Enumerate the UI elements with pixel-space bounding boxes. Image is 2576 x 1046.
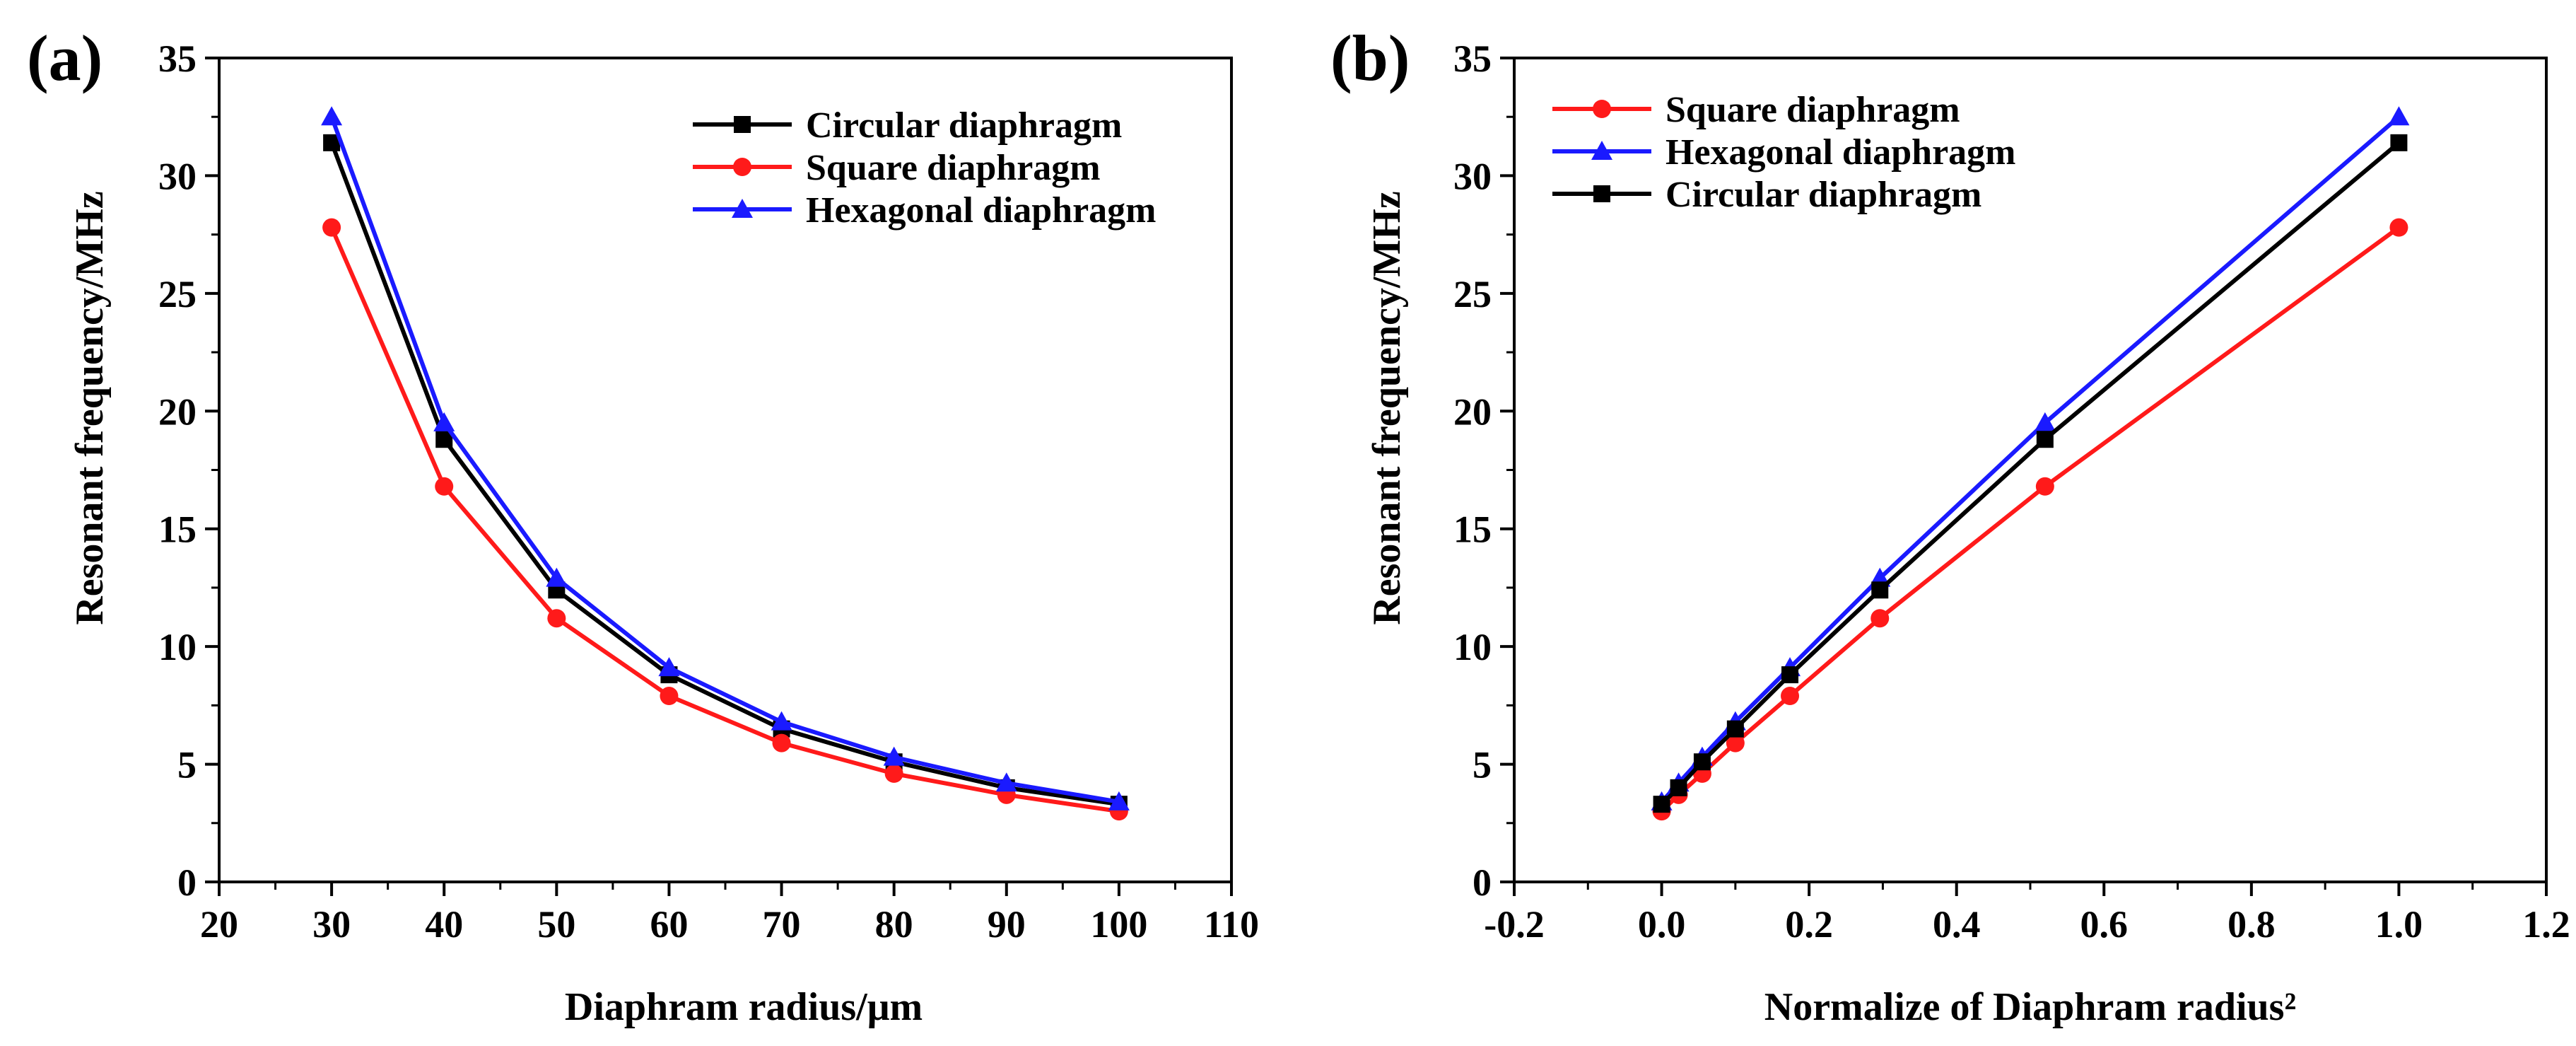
- legend-marker-square-diaphragm: [733, 158, 751, 176]
- data-point-hexagonal-diaphragm: [546, 567, 568, 587]
- x-tick-label: 0.4: [1933, 903, 1981, 946]
- y-tick-label: 30: [1453, 155, 1492, 197]
- y-tick-label: 5: [177, 744, 197, 786]
- legend-label-hexagonal-diaphragm: Hexagonal diaphragm: [1665, 132, 2016, 173]
- legend-label-circular-diaphragm: Circular diaphragm: [806, 105, 1122, 146]
- x-tick-label: 0.8: [2227, 903, 2276, 946]
- series-line-hexagonal-diaphragm: [329, 116, 1120, 804]
- x-tick-label: 0.6: [2080, 903, 2129, 946]
- data-point-square-diaphragm: [1870, 609, 1890, 628]
- x-tick-label: 0.2: [1785, 903, 1833, 946]
- data-point-circular-diaphragm: [1653, 796, 1670, 813]
- data-point-square-diaphragm: [1781, 687, 1800, 706]
- y-tick-label: 20: [158, 390, 197, 433]
- y-tick-label: 35: [1453, 37, 1492, 80]
- x-tick-label: 50: [537, 903, 575, 946]
- data-point-circular-diaphragm: [1693, 753, 1711, 771]
- x-tick-label: 30: [312, 903, 351, 946]
- legend-marker-square-diaphragm: [1593, 100, 1611, 118]
- y-axis-label-b: Resonant frequency/MHz: [1365, 191, 1409, 624]
- data-point-square-diaphragm: [1726, 733, 1745, 752]
- x-tick-label: 80: [875, 903, 913, 946]
- y-tick-label: 5: [1473, 744, 1492, 786]
- legend-marker-circular-diaphragm: [734, 116, 751, 133]
- y-axis-label-a: Resonant frequency/MHz: [68, 191, 112, 624]
- data-point-hexagonal-diaphragm: [658, 657, 680, 677]
- chart-panel-a: (a) Diaphram radius/μm Resonant frequenc…: [27, 22, 1259, 1029]
- y-tick-label: 25: [1453, 273, 1492, 315]
- y-tick-label: 0: [1473, 861, 1492, 904]
- data-point-hexagonal-diaphragm: [995, 772, 1017, 792]
- legend-label-square-diaphragm: Square diaphragm: [1665, 90, 1960, 130]
- data-point-square-diaphragm: [2389, 218, 2408, 237]
- x-tick-label: 90: [988, 903, 1026, 946]
- data-point-hexagonal-diaphragm: [433, 412, 455, 431]
- data-point-circular-diaphragm: [2036, 431, 2054, 448]
- y-tick-label: 10: [1453, 626, 1492, 668]
- y-tick-label: 25: [158, 273, 197, 315]
- y-tick-label: 15: [158, 509, 197, 551]
- panel-label-b: (b): [1330, 22, 1410, 94]
- y-tick-label: 35: [158, 37, 197, 80]
- x-tick-label: -0.2: [1484, 903, 1544, 946]
- panel-label-a: (a): [27, 22, 103, 94]
- data-point-circular-diaphragm: [2390, 134, 2408, 151]
- legend-label-square-diaphragm: Square diaphragm: [806, 148, 1101, 188]
- legend-label-hexagonal-diaphragm: Hexagonal diaphragm: [806, 190, 1157, 231]
- data-point-square-diaphragm: [884, 764, 903, 783]
- y-tick-label: 20: [1453, 390, 1492, 433]
- data-point-hexagonal-diaphragm: [2388, 106, 2410, 126]
- data-point-square-diaphragm: [322, 218, 341, 237]
- x-axis-label-a: Diaphram radius/μm: [565, 985, 923, 1029]
- legend-marker-hexagonal-diaphragm: [732, 199, 753, 218]
- legend-label-circular-diaphragm: Circular diaphragm: [1665, 175, 1981, 215]
- data-point-hexagonal-diaphragm: [771, 711, 792, 731]
- data-point-circular-diaphragm: [1726, 720, 1744, 738]
- chart-panel-b: (b) Normalize of Diaphram radius² Resona…: [1330, 22, 2570, 1029]
- series-line-square-diaphragm: [329, 226, 1120, 814]
- x-tick-label: 20: [200, 903, 238, 946]
- x-tick-label: 60: [650, 903, 688, 946]
- y-tick-label: 0: [177, 861, 197, 904]
- data-point-hexagonal-diaphragm: [2034, 412, 2056, 431]
- series-line-circular-diaphragm: [329, 141, 1120, 807]
- data-point-hexagonal-diaphragm: [883, 746, 905, 766]
- data-point-hexagonal-diaphragm: [321, 106, 343, 126]
- x-tick-label: 70: [763, 903, 801, 946]
- data-point-hexagonal-diaphragm: [1108, 791, 1130, 810]
- x-axis-label-b: Normalize of Diaphram radius²: [1764, 985, 2297, 1029]
- data-point-square-diaphragm: [2035, 477, 2054, 496]
- data-point-circular-diaphragm: [1871, 581, 1889, 599]
- y-tick-label: 30: [158, 155, 197, 197]
- series-line-hexagonal-diaphragm: [1660, 115, 2401, 803]
- y-tick-label: 15: [1453, 509, 1492, 551]
- x-tick-label: 40: [425, 903, 463, 946]
- x-tick-label: 0.0: [1638, 903, 1686, 946]
- series-line-circular-diaphragm: [1660, 141, 2401, 806]
- data-point-square-diaphragm: [660, 687, 679, 706]
- legend-marker-circular-diaphragm: [1593, 185, 1610, 202]
- data-point-circular-diaphragm: [1670, 779, 1687, 796]
- data-point-circular-diaphragm: [1781, 666, 1799, 684]
- series-line-square-diaphragm: [1660, 226, 2401, 813]
- x-tick-label: 110: [1204, 903, 1259, 946]
- x-tick-label: 100: [1090, 903, 1147, 946]
- legend-marker-hexagonal-diaphragm: [1591, 141, 1612, 160]
- data-point-square-diaphragm: [772, 733, 791, 752]
- data-point-square-diaphragm: [435, 477, 454, 496]
- x-tick-label: 1.2: [2522, 903, 2570, 946]
- x-tick-label: 1.0: [2375, 903, 2423, 946]
- data-point-square-diaphragm: [547, 609, 566, 628]
- y-tick-label: 10: [158, 626, 197, 668]
